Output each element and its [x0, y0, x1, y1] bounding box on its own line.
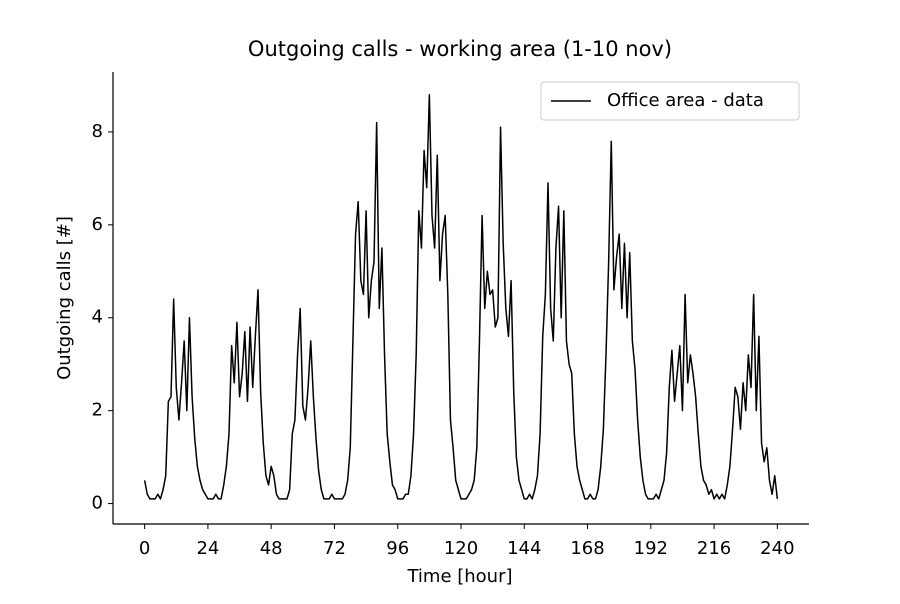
legend-label: Office area - data	[607, 90, 764, 111]
x-tick-label: 144	[507, 538, 541, 559]
x-axis-label: Time [hour]	[406, 566, 512, 587]
y-tick-label: 6	[92, 214, 103, 235]
x-tick-label: 240	[760, 538, 794, 559]
legend: Office area - data	[540, 81, 800, 121]
y-tick-label: 4	[92, 307, 103, 328]
x-tick-label: 120	[444, 538, 478, 559]
chart-title: Outgoing calls - working area (1-10 nov)	[248, 37, 672, 61]
x-tick-label: 48	[260, 538, 283, 559]
x-tick-label: 168	[570, 538, 604, 559]
x-tick-label: 96	[386, 538, 409, 559]
y-axis-label: Outgoing calls [#]	[54, 216, 75, 380]
x-tick-label: 192	[634, 538, 668, 559]
y-tick-label: 2	[92, 400, 103, 421]
y-tick-label: 8	[92, 121, 103, 142]
x-tick-label: 0	[139, 538, 150, 559]
legend-box	[540, 81, 800, 121]
data-line	[143, 94, 779, 500]
x-tick-label: 24	[196, 538, 219, 559]
x-tick-label: 72	[323, 538, 346, 559]
x-tick-label: 216	[697, 538, 731, 559]
y-tick-label: 0	[92, 493, 103, 514]
